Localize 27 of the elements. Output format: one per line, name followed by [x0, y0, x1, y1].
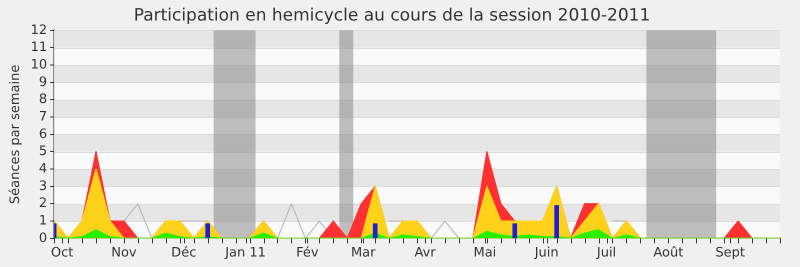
x-tick-label: Oct — [50, 246, 74, 261]
y-tick-label: 3 — [38, 178, 48, 194]
x-tick-label: Mar — [350, 246, 376, 261]
y-tick-label: 5 — [38, 144, 48, 160]
x-tick-label: Juil — [596, 246, 616, 261]
x-tick-label: Jan 11 — [224, 246, 266, 261]
y-tick-label: 2 — [38, 196, 48, 212]
x-tick-label: Fév — [296, 246, 319, 261]
x-tick-label: Juin — [534, 246, 559, 261]
x-tick-label: Nov — [111, 246, 137, 261]
y-tick-label: 9 — [38, 74, 48, 90]
x-tick-label: Sept — [715, 246, 745, 261]
y-tick-label: 0 — [38, 230, 48, 246]
chart-title: Participation en hemicycle au cours de la session 2010-2011 — [134, 6, 650, 26]
y-tick-label: 6 — [38, 126, 48, 142]
y-tick-label: 4 — [38, 161, 48, 176]
y-tick-label: 1 — [38, 213, 48, 228]
x-tick-label: Avr — [414, 246, 436, 261]
y-tick-label: 8 — [38, 92, 48, 108]
x-tick-label: Mai — [473, 246, 496, 261]
y-tick-label: 10 — [30, 57, 48, 72]
y-tick-label: 7 — [38, 109, 48, 124]
y-axis-title: Séances par semaine — [8, 64, 24, 204]
x-tick-label: Déc — [171, 246, 196, 261]
y-tick-label: 12 — [30, 22, 48, 38]
x-tick-label: Août — [653, 246, 684, 261]
y-tick-label: 11 — [30, 40, 48, 56]
